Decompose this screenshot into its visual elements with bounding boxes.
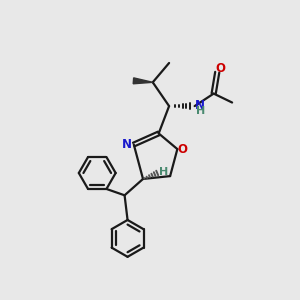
- Text: H: H: [159, 167, 168, 177]
- Text: H: H: [196, 106, 205, 116]
- Text: N: N: [122, 138, 132, 151]
- Text: N: N: [195, 99, 205, 112]
- Polygon shape: [133, 78, 153, 84]
- Text: O: O: [178, 142, 188, 156]
- Text: O: O: [216, 62, 226, 75]
